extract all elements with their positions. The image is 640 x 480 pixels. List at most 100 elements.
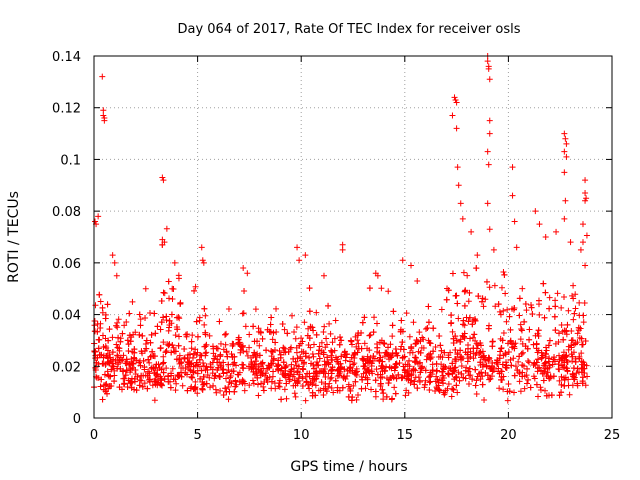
data-point — [313, 331, 320, 338]
data-point — [255, 366, 262, 373]
data-point — [472, 382, 479, 389]
data-point — [453, 292, 460, 299]
data-point — [538, 349, 545, 356]
data-point — [426, 379, 433, 386]
data-point — [287, 345, 294, 352]
data-point — [92, 218, 99, 225]
data-point — [104, 368, 111, 375]
data-point — [105, 385, 112, 392]
data-point — [251, 349, 258, 356]
data-point — [460, 269, 467, 276]
data-point — [553, 228, 560, 235]
data-point — [137, 322, 144, 329]
data-point — [276, 380, 283, 387]
data-point — [345, 381, 352, 388]
data-point — [526, 336, 533, 343]
data-point — [143, 337, 150, 344]
data-point — [511, 389, 518, 396]
data-point — [280, 349, 287, 356]
data-point — [406, 357, 413, 364]
data-point — [465, 318, 472, 325]
data-point — [429, 361, 436, 368]
data-point — [326, 320, 333, 327]
data-point — [561, 148, 568, 155]
data-point — [542, 359, 549, 366]
data-point — [172, 387, 179, 394]
data-point — [132, 366, 139, 373]
data-point — [173, 356, 180, 363]
data-point — [473, 345, 480, 352]
data-point — [252, 306, 259, 313]
data-point — [579, 239, 586, 246]
data-point — [449, 360, 456, 367]
data-point — [203, 341, 210, 348]
data-point — [552, 327, 559, 334]
data-point — [119, 368, 126, 375]
data-point — [542, 289, 549, 296]
data-point — [530, 362, 537, 368]
data-point — [316, 368, 323, 375]
data-point — [202, 329, 209, 336]
data-point — [153, 361, 160, 368]
data-point — [440, 379, 447, 386]
data-point — [192, 384, 199, 391]
data-point — [149, 382, 156, 389]
data-point — [305, 341, 312, 348]
data-point — [455, 315, 462, 322]
data-point — [175, 275, 182, 282]
x-tick-label: 15 — [397, 428, 414, 443]
data-point — [131, 386, 138, 393]
data-point — [116, 384, 123, 391]
data-point — [584, 373, 591, 380]
data-point — [146, 376, 153, 383]
data-point — [490, 246, 497, 253]
data-point — [552, 303, 559, 310]
data-point — [393, 360, 400, 367]
data-point — [415, 374, 422, 381]
data-point — [99, 396, 106, 403]
data-point — [526, 359, 533, 366]
data-point — [179, 382, 186, 389]
data-point — [524, 357, 531, 364]
x-tick-label: 20 — [500, 428, 517, 443]
data-point — [228, 350, 235, 357]
data-point — [359, 376, 366, 383]
data-point — [394, 352, 401, 359]
data-point — [484, 200, 491, 207]
data-point — [291, 365, 298, 372]
data-point — [328, 367, 335, 374]
axes: 0 5 10 15 20 25 0 0.02 0.04 0.06 0.08 0.1 0.12 0.14 — [52, 50, 620, 443]
data-point — [100, 112, 107, 119]
data-point — [455, 182, 462, 189]
data-point — [281, 326, 288, 333]
data-point — [373, 366, 380, 373]
data-point — [152, 376, 159, 383]
data-point — [511, 372, 518, 379]
data-point — [537, 387, 544, 394]
data-point — [212, 353, 219, 360]
data-point — [524, 380, 531, 387]
data-point — [485, 354, 492, 361]
data-point — [136, 311, 143, 318]
data-point — [518, 350, 525, 357]
data-point — [272, 339, 279, 346]
data-point — [465, 380, 472, 387]
data-point — [391, 365, 398, 372]
data-point — [109, 252, 116, 259]
data-point — [295, 375, 302, 382]
data-point — [528, 301, 535, 308]
data-point — [332, 354, 339, 361]
data-point — [475, 293, 482, 300]
data-point — [478, 298, 485, 305]
data-point — [467, 335, 474, 342]
data-point — [236, 369, 243, 376]
data-point — [507, 326, 514, 333]
data-point — [349, 367, 356, 374]
data-point — [486, 226, 493, 233]
data-point — [532, 208, 539, 215]
data-point — [113, 272, 120, 279]
data-point — [286, 376, 293, 383]
data-point — [276, 383, 283, 390]
data-point — [342, 354, 349, 361]
